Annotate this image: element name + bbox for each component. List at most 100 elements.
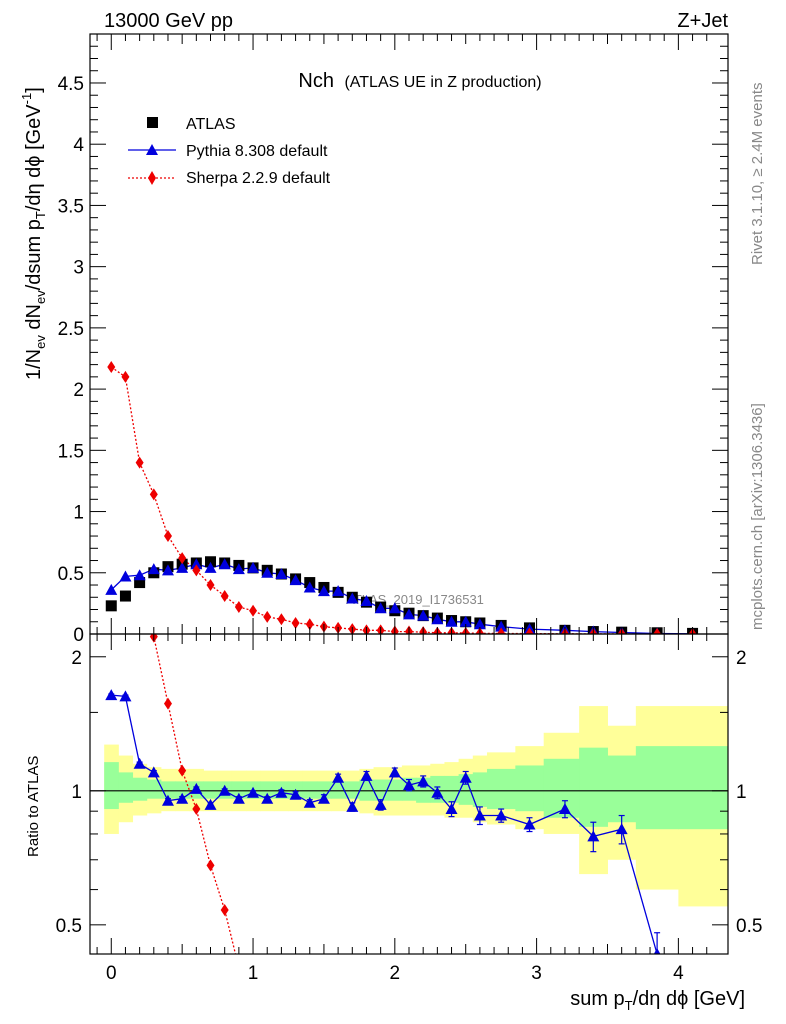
sherpa-point <box>178 552 187 565</box>
sherpa-point <box>653 627 662 634</box>
pythia-point <box>459 615 472 627</box>
pythia-point <box>247 561 260 573</box>
ratio-band-inner <box>678 746 728 830</box>
ratio-pythia-point <box>133 757 146 769</box>
ratio-band-inner <box>515 765 545 812</box>
sherpa-point <box>192 564 201 577</box>
main-y-tick-label: 0.5 <box>58 564 84 585</box>
ratio-band-inner <box>635 746 679 830</box>
ratio-pythia-point <box>374 798 387 810</box>
pythia-point <box>161 564 174 576</box>
ratio-y-tick-label: 1 <box>71 782 82 803</box>
ratio-sherpa-point <box>178 764 187 777</box>
plot-title-sub: (ATLAS UE in Z production) <box>344 74 541 91</box>
ratio-y-tick-label-right: 0.5 <box>736 916 762 937</box>
sherpa-point <box>277 613 286 626</box>
pythia-point <box>495 620 508 632</box>
ratio-y-tick-label: 2 <box>71 648 82 669</box>
ratio-band-inner <box>607 755 637 823</box>
ratio-sherpa-line <box>152 634 237 954</box>
main-y-tick-label: 3 <box>73 258 84 279</box>
ratio-band-inner <box>543 758 580 818</box>
ratio-pythia-point <box>317 792 330 804</box>
ratio-band-inner <box>302 781 318 799</box>
sherpa-point <box>234 601 243 614</box>
sherpa-point <box>135 456 144 469</box>
sherpa-point <box>305 618 314 631</box>
atlas-point <box>205 556 217 568</box>
ratio-band-inner <box>118 772 134 803</box>
ratio-y-axis-label: Ratio to ATLAS <box>25 756 42 857</box>
ratio-band-inner <box>175 781 190 799</box>
pythia-point <box>261 566 274 578</box>
ratio-pythia-point <box>218 784 231 796</box>
ratio-pythia-point <box>431 786 444 798</box>
legend-pythia-marker <box>146 144 158 155</box>
ratio-pythia-point <box>615 823 628 835</box>
sherpa-point <box>525 627 534 634</box>
x-tick-label: 2 <box>390 963 401 984</box>
sherpa-point <box>163 530 172 543</box>
plot-title: Nch (ATLAS UE in Z production) <box>298 70 541 92</box>
pythia-point <box>346 592 359 604</box>
ratio-band-inner <box>345 781 360 799</box>
pythia-point <box>232 563 245 575</box>
ratio-sherpa-point <box>163 697 172 710</box>
ratio-band-inner <box>472 772 488 807</box>
mcplots-label: mcplots.cern.ch [arXiv:1306.3436] <box>749 403 766 630</box>
ratio-band-inner <box>359 779 375 801</box>
main-y-axis-label: 1/Nev dNev/dsum pT/dη dϕ [GeV-1] <box>19 87 48 380</box>
ratio-pythia-point <box>247 786 260 798</box>
pythia-point <box>317 585 330 597</box>
main-y-tick-label: 2.5 <box>58 319 84 340</box>
pythia-point <box>417 609 430 621</box>
legend: ATLAS Pythia 8.308 default Sherpa 2.2.9 … <box>128 116 331 187</box>
ratio-pythia-point <box>161 794 174 806</box>
ratio-pythia-point <box>275 786 288 798</box>
ratio-pythia-point <box>332 771 345 783</box>
ratio-pythia-line <box>111 694 659 954</box>
ratio-pythia-point <box>587 830 600 842</box>
ratio-sherpa-point <box>107 349 115 361</box>
ratio-pythia-point <box>346 800 359 812</box>
plot-title-main: Nch <box>298 70 334 92</box>
legend-pythia-label: Pythia 8.308 default <box>186 143 328 160</box>
ratio-pythia-point <box>105 689 118 701</box>
ratio-band-inner <box>579 747 608 827</box>
ratio-pythia-point <box>403 779 415 791</box>
pythia-point <box>147 563 160 575</box>
x-tick-label: 4 <box>673 963 684 984</box>
ratio-band-inner <box>104 762 119 810</box>
atlas-point <box>119 590 131 602</box>
pythia-point <box>445 615 458 627</box>
process-label: Z+Jet <box>677 10 728 32</box>
main-y-tick-label: 3.5 <box>58 196 84 217</box>
ratio-pythia-point <box>303 796 316 808</box>
x-axis-label: sum pT/dη dϕ [GeV] <box>570 988 745 1013</box>
ratio-pythia-point <box>459 771 472 783</box>
sherpa-point <box>220 590 229 603</box>
ratio-pythia-point <box>473 809 486 821</box>
ratio-y-tick-label-right: 2 <box>736 648 747 669</box>
x-tick-label: 1 <box>248 963 259 984</box>
sherpa-point <box>263 610 272 623</box>
sherpa-point <box>291 616 300 629</box>
ratio-pythia-point <box>289 788 302 800</box>
main-y-tick-label: 2 <box>73 380 84 401</box>
x-tick-label: 3 <box>531 963 542 984</box>
pythia-point <box>360 594 373 606</box>
ratio-band-inner <box>373 779 389 801</box>
ratio-y-tick-label-right: 1 <box>736 782 747 803</box>
ratio-sherpa-point <box>235 962 243 974</box>
ratio-pythia-point <box>558 803 571 815</box>
ratio-pythia-point <box>388 766 401 778</box>
pythia-point <box>388 602 401 614</box>
main-y-tick-label: 0 <box>73 625 84 646</box>
pythia-point <box>473 618 486 630</box>
sherpa-point <box>206 579 215 592</box>
ratio-uncertainty-bands <box>90 706 728 907</box>
legend-sherpa-label: Sherpa 2.2.9 default <box>186 170 331 187</box>
ratio-pythia-point <box>147 766 160 778</box>
ratio-pythia-point <box>445 803 458 815</box>
pythia-point <box>190 558 203 570</box>
